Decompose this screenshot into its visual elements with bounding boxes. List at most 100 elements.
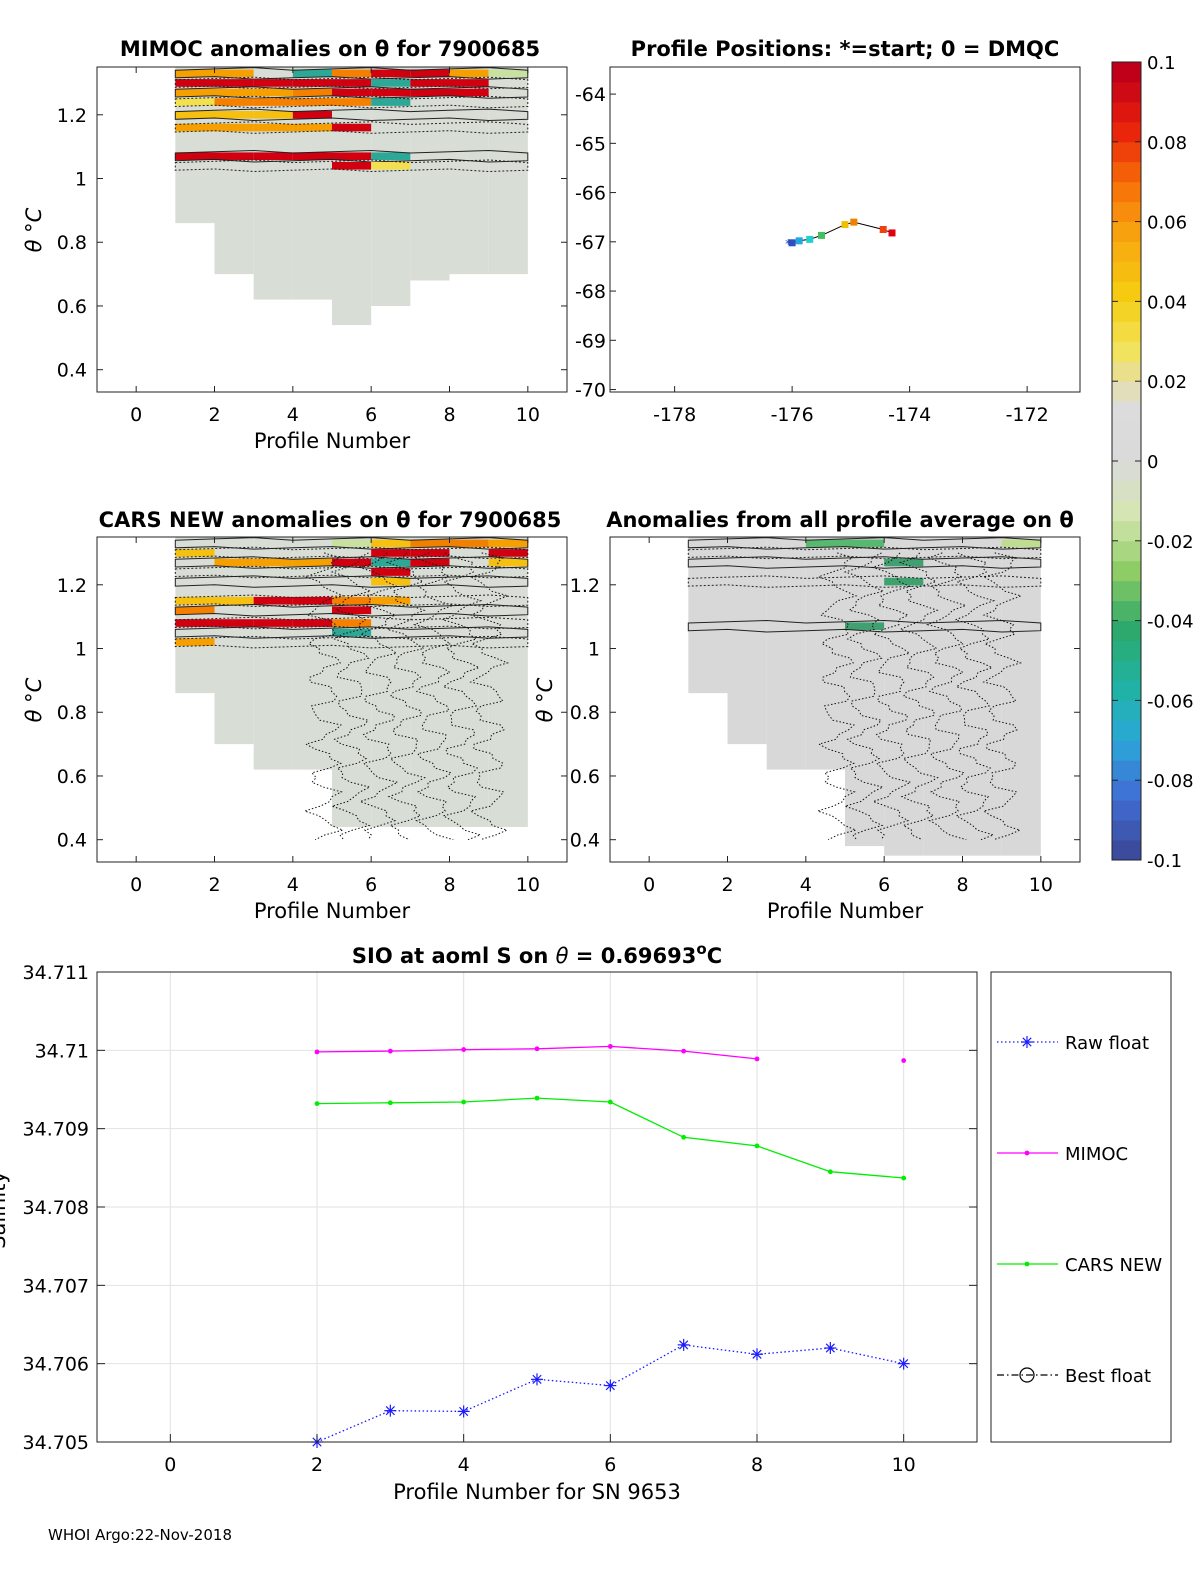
colorbar-cell	[1112, 361, 1141, 382]
salinity-title: SIO at aoml S on θ = 0.69693oC	[352, 940, 722, 968]
colorbar-cell	[1112, 121, 1141, 143]
colorbar-cell	[1112, 381, 1141, 402]
anomaly-cell	[292, 596, 332, 605]
series-point	[607, 1099, 613, 1105]
anomaly-cell	[253, 123, 293, 132]
x-tick-label: 10	[892, 1454, 916, 1476]
anomaly-contour	[174, 594, 529, 608]
anomaly-cell	[253, 619, 293, 627]
anomaly-cell	[175, 98, 215, 106]
star-stroke	[752, 1349, 762, 1359]
colorbar-cell	[1112, 62, 1141, 83]
anomaly-contour	[174, 565, 529, 579]
x-tick-label: -178	[653, 404, 696, 426]
colorbar-tick-label: 0.04	[1147, 292, 1187, 313]
anomaly-cell	[175, 619, 215, 627]
colorbar-cell	[1112, 780, 1141, 801]
colorbar-cell	[1112, 281, 1141, 302]
anomaly-cell	[214, 98, 254, 106]
x-tick-label: 0	[130, 874, 142, 896]
series-point	[461, 1047, 467, 1052]
colorbar-tick-label: -0.06	[1147, 691, 1194, 712]
anomaly-cell	[371, 558, 411, 567]
x-tick-label: 10	[516, 874, 540, 896]
colorbar-cell	[1112, 500, 1141, 522]
x-tick-label: 0	[164, 1454, 176, 1476]
x-tick-label: 2	[721, 874, 733, 896]
anomaly-cell	[371, 88, 411, 97]
panel-allavg: Anomalies from all profile average on θ …	[533, 508, 1081, 923]
allavg-title: Anomalies from all profile average on θ	[606, 508, 1074, 532]
anomaly-cell	[214, 619, 254, 627]
colorbar-cell	[1112, 660, 1141, 681]
x-tick-label: 10	[516, 404, 540, 426]
anomaly-contour	[174, 635, 529, 649]
anomaly-cell	[292, 558, 332, 567]
x-tick-label: 6	[878, 874, 890, 896]
anomaly-contour	[687, 575, 1042, 588]
star-stroke	[459, 1406, 469, 1417]
allavg-plot-area	[687, 537, 1042, 856]
anomaly-cell	[214, 558, 254, 567]
anomaly-contour	[174, 86, 529, 99]
positions-axes-box	[609, 66, 1081, 393]
anomaly-cell	[175, 110, 215, 119]
anomaly-contour	[174, 149, 529, 163]
anomaly-cell	[371, 98, 411, 106]
anomaly-cell	[845, 539, 885, 548]
colorbar-cell	[1112, 680, 1141, 701]
anomaly-cell	[488, 539, 528, 548]
y-tick-label: 1.2	[57, 575, 87, 597]
legend-marker	[1024, 1150, 1030, 1156]
anomaly-cell	[410, 69, 450, 78]
dotted-contour	[440, 552, 483, 841]
2-coverage-column	[449, 537, 489, 827]
anomaly-contour	[174, 537, 529, 550]
legend-label: MIMOC	[1065, 1144, 1128, 1165]
x-tick-label: 10	[1029, 874, 1053, 896]
colorbar-tick-label: 0.06	[1147, 213, 1187, 234]
colorbar-cell	[1112, 221, 1141, 242]
2-coverage-column	[253, 537, 293, 770]
y-tick-label: -68	[575, 281, 606, 303]
colorbar: 0.1 0.08 0.06 0.04 0.02 0 -0.02 -0.04 -0.06 -0.08…	[1111, 53, 1194, 872]
anomaly-cell	[253, 596, 293, 605]
anomaly-cell	[410, 79, 450, 87]
positions-title: Profile Positions: *=start; 0 = DMQC	[631, 37, 1060, 61]
x-tick-label: 0	[130, 404, 142, 426]
anomaly-cell	[371, 69, 411, 78]
anomaly-cell	[253, 98, 293, 106]
anomaly-cell	[488, 558, 528, 567]
anomaly-cell	[449, 88, 489, 97]
0-coverage-column	[449, 67, 489, 275]
anomaly-cell	[371, 161, 411, 170]
colorbar-tick-label: 0.08	[1147, 133, 1187, 154]
anomaly-cell	[253, 152, 293, 161]
mimoc-axes: 0 2 4 6 8 10 0.4 0.6 0.8 1 1.2	[57, 67, 567, 426]
star-stroke	[679, 1340, 689, 1350]
y-tick-label: 1.2	[57, 105, 87, 127]
3-coverage-column	[845, 537, 885, 847]
star-stroke	[605, 1380, 615, 1391]
anomaly-cell	[410, 88, 450, 97]
colorbar-cell	[1112, 82, 1141, 103]
3-coverage-column	[805, 537, 845, 770]
anomaly-cell	[884, 558, 924, 567]
positions-axes: -178 -176 -174 -172 -64 -65 -66 -67 -68 -69 -70	[575, 84, 1049, 426]
series-point	[681, 1048, 687, 1054]
anomaly-contour	[174, 159, 529, 173]
y-tick-label: 34.708	[23, 1197, 89, 1219]
anomaly-contour	[174, 121, 529, 134]
profile-position-marker	[879, 226, 887, 233]
y-tick-label: 0.8	[57, 702, 87, 724]
salinity-axes: 0 2 4 6 8 10 34.705 34.706 34.707 34.708 34.709 34.…	[23, 962, 977, 1476]
x-tick-label: 8	[443, 404, 455, 426]
anomaly-cell	[253, 558, 293, 567]
y-tick-label: 0.8	[57, 232, 87, 254]
colorbar-cell	[1112, 261, 1141, 282]
anomaly-cell	[292, 88, 332, 97]
series-point	[754, 1056, 760, 1062]
anomaly-contour	[174, 603, 529, 617]
colorbar-cell	[1112, 580, 1141, 602]
